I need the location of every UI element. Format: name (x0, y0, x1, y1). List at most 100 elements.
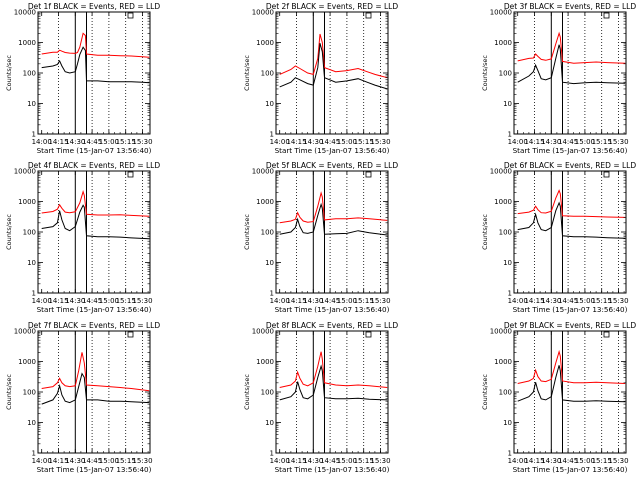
x-tick-label: 15:30 (608, 297, 628, 305)
x-tick-label: 15:15 (116, 138, 136, 146)
x-tick-label: 14:00 (32, 138, 52, 146)
series-events-line (279, 364, 388, 401)
x-tick-label: 14:45 (82, 457, 102, 465)
y-tick-label: 1000 (18, 198, 36, 206)
series-events-line (41, 46, 150, 84)
panel-det-1: Det 1f BLACK = Events, RED = LLD 1 10 100 10… (5, 2, 160, 155)
x-tick-label: 14:30 (541, 297, 561, 305)
y-tick-label: 10 (503, 100, 512, 108)
x-tick-label: 15:15 (354, 138, 374, 146)
y-tick-label: 1000 (494, 198, 512, 206)
y-tick-label: 1000 (18, 39, 36, 47)
x-tick-label: 15:30 (608, 138, 628, 146)
series-events-line (517, 365, 626, 403)
series-events-line (41, 204, 150, 240)
x-tick-label: 14:00 (508, 297, 528, 305)
y-tick-label: 10000 (14, 328, 36, 336)
series-lld-line (41, 190, 150, 217)
y-tick-label: 10000 (14, 168, 36, 176)
panel-title: Det 5f BLACK = Events, RED = LLD (266, 161, 399, 170)
plot-frame (275, 330, 389, 454)
y-tick-label: 1 (508, 131, 512, 139)
series-events-line (517, 201, 626, 239)
x-tick-label: 14:45 (558, 138, 578, 146)
x-tick-label: 14:00 (270, 457, 290, 465)
x-tick-label: 15:30 (370, 457, 390, 465)
y-tick-label: 100 (23, 229, 36, 237)
series-lld-line (517, 189, 626, 218)
x-tick-label: 15:15 (592, 297, 612, 305)
plot-frame (513, 11, 627, 135)
y-tick-label: 10000 (490, 328, 512, 336)
plot-frame (275, 170, 389, 294)
x-tick-label: 14:45 (320, 457, 340, 465)
legend-box-icon (127, 171, 134, 178)
panel-title: Det 2f BLACK = Events, RED = LLD (266, 2, 399, 11)
x-tick-label: 14:30 (541, 457, 561, 465)
y-tick-label: 1000 (256, 198, 274, 206)
x-tick-label: 14:15 (524, 138, 544, 146)
x-tick-label: 15:00 (99, 138, 119, 146)
y-tick-label: 1000 (256, 358, 274, 366)
panel-title: Det 7f BLACK = Events, RED = LLD (28, 321, 161, 330)
y-tick-label: 1 (32, 450, 36, 458)
x-tick-label: 15:30 (370, 297, 390, 305)
legend-box-icon (365, 12, 372, 19)
panel-title: Det 4f BLACK = Events, RED = LLD (28, 161, 161, 170)
x-tick-label: 15:30 (608, 457, 628, 465)
y-tick-label: 100 (261, 229, 274, 237)
y-tick-label: 1000 (18, 358, 36, 366)
x-tick-label: 14:00 (270, 138, 290, 146)
x-axis-label: Start Time (15-Jan-07 13:56:40) (275, 146, 390, 155)
panel-det-5: Det 5f BLACK = Events, RED = LLD 1 10 100 10… (243, 161, 398, 314)
x-tick-label: 15:15 (354, 297, 374, 305)
y-axis-label: Counts/sec (5, 374, 13, 410)
x-tick-label: 15:00 (99, 297, 119, 305)
plot-frame (513, 170, 627, 294)
x-tick-label: 15:30 (370, 138, 390, 146)
x-axis-label: Start Time (15-Jan-07 13:56:40) (37, 305, 152, 314)
y-tick-label: 1 (270, 131, 274, 139)
x-tick-label: 14:15 (524, 457, 544, 465)
x-tick-label: 14:30 (541, 138, 561, 146)
y-tick-label: 10 (27, 259, 36, 267)
y-tick-label: 100 (499, 70, 512, 78)
x-tick-label: 14:30 (303, 297, 323, 305)
x-tick-label: 14:00 (32, 457, 52, 465)
x-tick-label: 14:30 (303, 138, 323, 146)
y-tick-label: 100 (499, 389, 512, 397)
x-axis-label: Start Time (15-Jan-07 13:56:40) (513, 305, 628, 314)
panel-title: Det 6f BLACK = Events, RED = LLD (504, 161, 637, 170)
x-tick-label: 15:00 (575, 457, 595, 465)
y-tick-label: 1 (32, 131, 36, 139)
x-tick-label: 14:45 (320, 297, 340, 305)
y-tick-label: 10 (503, 419, 512, 427)
x-tick-label: 14:30 (65, 297, 85, 305)
series-lld-line (279, 351, 388, 388)
panel-det-3: Det 3f BLACK = Events, RED = LLD 1 10 100 10… (481, 2, 636, 155)
series-lld-line (41, 352, 150, 392)
x-axis-label: Start Time (15-Jan-07 13:56:40) (513, 146, 628, 155)
panel-det-6: Det 6f BLACK = Events, RED = LLD 1 10 100 10… (481, 161, 636, 314)
x-tick-label: 15:00 (337, 297, 357, 305)
x-tick-label: 14:30 (303, 457, 323, 465)
x-tick-label: 14:15 (524, 297, 544, 305)
x-tick-label: 14:15 (48, 297, 68, 305)
x-tick-label: 15:15 (592, 138, 612, 146)
series-events-line (41, 372, 150, 405)
series-events-line (279, 43, 388, 90)
y-axis-label: Counts/sec (481, 214, 489, 250)
x-axis-label: Start Time (15-Jan-07 13:56:40) (275, 305, 390, 314)
y-tick-label: 10 (27, 419, 36, 427)
legend-box-icon (603, 12, 610, 19)
plot-frame (513, 330, 627, 454)
y-axis-label: Counts/sec (481, 374, 489, 410)
y-tick-label: 1000 (494, 358, 512, 366)
x-tick-label: 14:15 (48, 457, 68, 465)
y-tick-label: 1 (508, 450, 512, 458)
x-tick-label: 14:30 (65, 457, 85, 465)
legend-box-icon (127, 331, 134, 338)
x-tick-label: 14:45 (558, 457, 578, 465)
x-tick-label: 15:15 (354, 457, 374, 465)
